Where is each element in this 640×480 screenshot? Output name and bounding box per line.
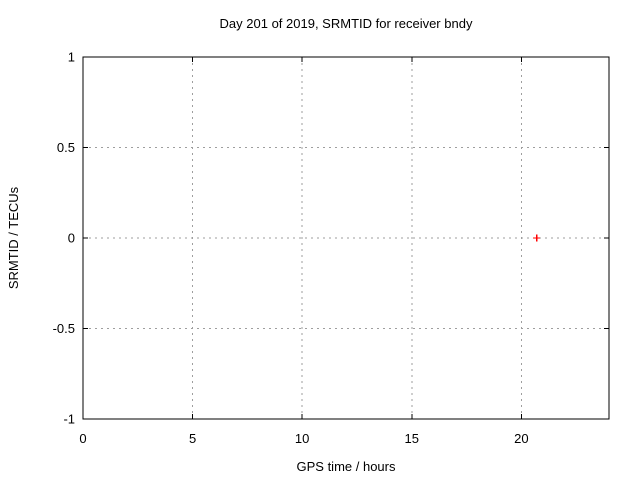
y-axis-label: SRMTID / TECUs [6, 186, 21, 289]
plot-generated-layer: 0 5 10 15 20 -1 -0.5 0 0.5 1 [53, 50, 610, 446]
y-tick-label: -0.5 [53, 321, 75, 336]
x-tick-label: 0 [79, 431, 86, 446]
y-tick-label: -1 [63, 412, 75, 427]
y-tick-label: 1 [68, 50, 75, 65]
x-axis-label: GPS time / hours [297, 459, 396, 474]
chart-title: Day 201 of 2019, SRMTID for receiver bnd… [220, 16, 473, 31]
x-tick-label: 20 [514, 431, 528, 446]
x-tick-label: 5 [189, 431, 196, 446]
y-tick-label: 0.5 [57, 140, 75, 155]
y-tick-label: 0 [68, 231, 75, 246]
plot-border [82, 56, 610, 420]
x-tick-label: 15 [405, 431, 419, 446]
x-tick-label: 10 [295, 431, 309, 446]
